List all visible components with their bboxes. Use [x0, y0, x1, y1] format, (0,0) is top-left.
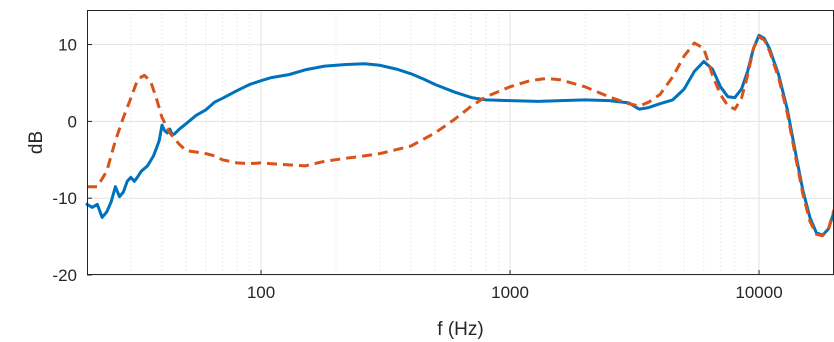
y-tick-label: -10 [52, 189, 77, 208]
series-layer [85, 33, 834, 238]
series-line-2 [87, 35, 834, 238]
series-line-1 [85, 33, 834, 237]
y-tick-label: 10 [58, 36, 77, 55]
y-axis-label: dB [26, 131, 47, 154]
x-axis-label: f (Hz) [437, 319, 483, 340]
x-tick-label: 1000 [491, 283, 529, 302]
y-tick-label: 0 [68, 112, 77, 131]
x-tick-label: 100 [247, 283, 275, 302]
y-tick-label: -20 [52, 266, 77, 285]
grid [86, 10, 834, 276]
tick-labels: 100 1000 10000 -20 -10 0 10 [52, 36, 782, 302]
x-tick-label: 10000 [735, 283, 782, 302]
plot-area [87, 10, 834, 275]
